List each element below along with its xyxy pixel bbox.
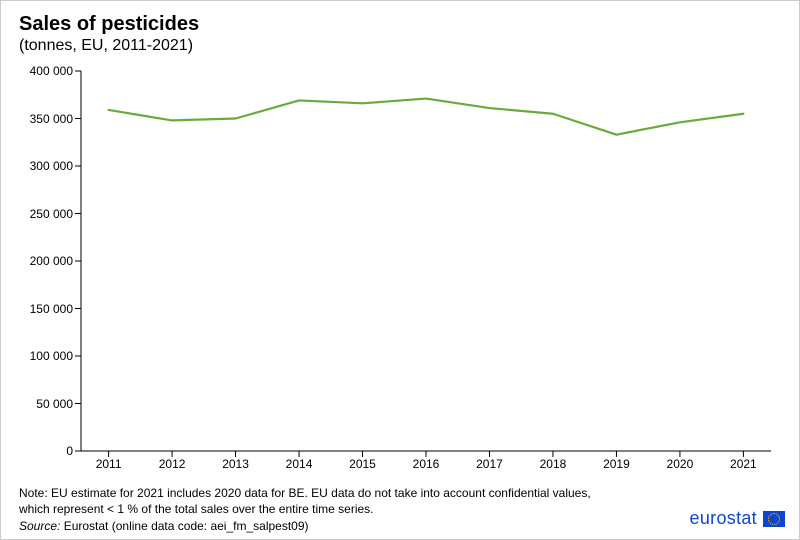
source-label: Source: — [19, 519, 60, 533]
chart-title: Sales of pesticides — [19, 13, 199, 36]
y-tick-label: 300 000 — [30, 159, 73, 173]
y-tick-label: 50 000 — [36, 397, 73, 411]
y-tick-label: 400 000 — [30, 64, 73, 78]
x-tick-label: 2015 — [349, 457, 376, 471]
x-tick-label: 2021 — [730, 457, 757, 471]
x-tick-label: 2018 — [540, 457, 567, 471]
eurostat-logo: eurostat — [690, 508, 785, 529]
x-tick-label: 2016 — [413, 457, 440, 471]
x-tick-label: 2013 — [222, 457, 249, 471]
y-tick-label: 150 000 — [30, 302, 73, 316]
x-tick-label: 2017 — [476, 457, 503, 471]
y-tick-label: 250 000 — [30, 207, 73, 221]
y-tick-label: 350 000 — [30, 112, 73, 126]
y-tick-label: 100 000 — [30, 349, 73, 363]
y-tick-label: 200 000 — [30, 254, 73, 268]
logo-text: eurostat — [690, 508, 757, 529]
chart-plot-area — [81, 71, 771, 451]
x-tick-label: 2019 — [603, 457, 630, 471]
x-tick-label: 2020 — [667, 457, 694, 471]
chart-source: Source: Eurostat (online data code: aei_… — [19, 519, 309, 533]
x-tick-label: 2012 — [159, 457, 186, 471]
x-tick-label: 2014 — [286, 457, 313, 471]
y-tick-label: 0 — [66, 444, 73, 458]
chart-container: Sales of pesticides (tonnes, EU, 2011-20… — [0, 0, 800, 540]
x-tick-label: 2011 — [96, 457, 122, 471]
eu-flag-icon — [763, 511, 785, 527]
chart-footnote: Note: EU estimate for 2021 includes 2020… — [19, 485, 619, 517]
source-text: Eurostat (online data code: aei_fm_salpe… — [64, 519, 309, 533]
chart-subtitle: (tonnes, EU, 2011-2021) — [19, 37, 193, 55]
